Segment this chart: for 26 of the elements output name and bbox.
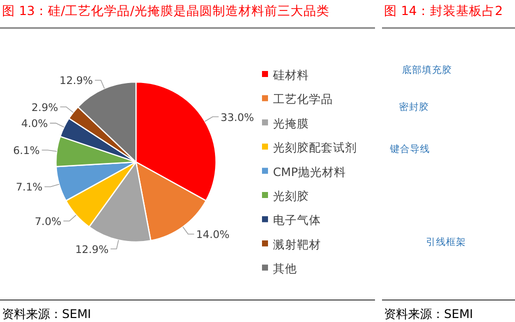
legend-label: 硅材料 (273, 68, 309, 82)
legend-label: 光刻胶配套试剂 (273, 140, 357, 155)
legend-label: 工艺化学品 (273, 92, 333, 106)
title: 图 13：硅/工艺化学品/光掩膜是晶圆制造材料前三大品类 (2, 3, 330, 18)
legend-label: 光掩膜 (273, 116, 309, 130)
data-label: 33.0% (220, 112, 254, 124)
data-label: 7.1% (16, 182, 42, 194)
annotation: 键合导线 (390, 144, 430, 155)
annotation: 引线框架 (426, 237, 466, 248)
title: 图 14：封装基板占2 (384, 3, 503, 18)
data-label: 2.9% (31, 102, 58, 114)
annotation: 底部填充胶 (402, 65, 452, 76)
data-label: 7.0% (34, 216, 62, 228)
legend-label: 电子气体 (273, 213, 321, 228)
legend-label: 光刻胶 (273, 189, 309, 203)
annotation: 资料来源：SEMI (384, 307, 474, 321)
legend-label: 溅射靶材 (273, 237, 321, 252)
annotation: 密封胶 (399, 102, 429, 113)
data-label: 4.0% (21, 118, 48, 130)
data-label: 12.9% (75, 244, 109, 256)
legend-label: 其他 (273, 262, 297, 276)
legend-label: CMP抛光材料 (273, 164, 346, 179)
data-label: 12.9% (60, 75, 93, 88)
data-label: 14.0% (196, 229, 230, 242)
data-label: 6.1% (13, 145, 40, 158)
annotation: 资料来源：SEMI (2, 307, 92, 321)
